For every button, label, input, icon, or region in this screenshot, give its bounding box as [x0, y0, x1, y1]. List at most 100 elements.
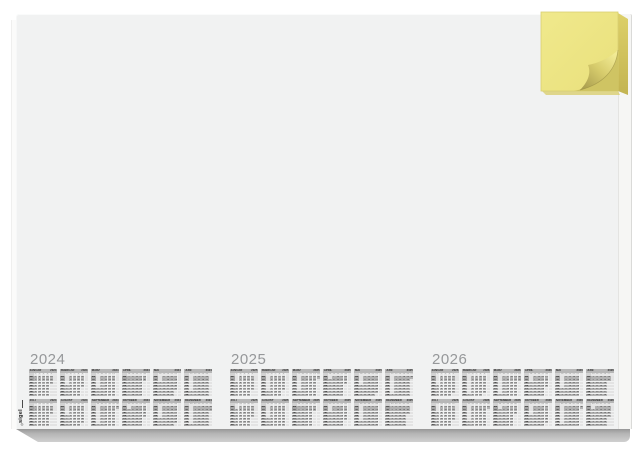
week-number-row: KW 22 23 24 25 26	[184, 372, 213, 376]
weekday-abbr: So	[91, 423, 96, 426]
day-number	[285, 390, 290, 394]
day-number: 20	[505, 423, 510, 426]
day-number: 20	[572, 417, 576, 421]
weekday-row: Mi 6 13 20 27	[153, 411, 182, 415]
day-number	[177, 414, 182, 418]
day-number: 25	[575, 411, 580, 415]
day-number: 16	[242, 384, 247, 388]
weekday-row: Mo 6 13 20 27	[323, 405, 352, 409]
day-number: 25	[281, 405, 286, 409]
kw-number	[378, 372, 383, 376]
day-number: 14	[103, 420, 108, 424]
kw-number: 40	[127, 402, 131, 406]
kw-number: 29	[443, 402, 448, 406]
kw-number: 9	[80, 372, 85, 376]
weekday-abbr: Di	[261, 378, 266, 382]
day-number	[378, 390, 383, 394]
weekday-abbr: Mi	[153, 381, 158, 385]
day-number: 23	[138, 411, 143, 415]
weekday-row: Do 3 10 17 24 31	[586, 414, 615, 418]
day-number: 6	[439, 405, 444, 409]
weekday-row: So 4 11 18 25	[60, 423, 89, 426]
weekday-row: Sa 3 10 17 24 31	[431, 390, 459, 394]
day-number: 16	[367, 423, 371, 426]
week-number-row: KW 1 2 3 4 5	[431, 372, 459, 376]
mini-month-calendar: SEPTEMBER 2024 KW 35 36 37 38 39 40 Mo 2 9 16 23 30 Di 3…	[91, 399, 120, 426]
day-number	[254, 408, 258, 412]
weekday-row: Di 5 12 19 26	[91, 378, 120, 382]
month-name: JUNI	[587, 369, 594, 373]
day-number: 19	[76, 375, 81, 379]
weekday-row: Sa 6 13 20 27	[586, 390, 615, 394]
day-number: 25	[540, 423, 545, 426]
day-number: 23	[402, 408, 406, 412]
weekday-row: Mi 6 13 20 27	[91, 381, 120, 385]
day-number: 29	[406, 393, 410, 396]
day-number: 9	[37, 408, 42, 412]
day-number: 27	[250, 375, 255, 379]
day-number: 13	[474, 387, 479, 391]
day-number: 12	[398, 384, 402, 388]
day-number: 24	[76, 420, 81, 424]
day-number: 29	[607, 408, 611, 412]
weekday-row: Do 6 13 20 27	[292, 384, 321, 388]
weekday-abbr: Mo	[184, 375, 190, 379]
day-number	[53, 390, 57, 394]
kw-label: KW	[292, 402, 297, 406]
day-number	[285, 411, 290, 415]
month-header: DEZEMBER 2026	[586, 399, 615, 403]
day-number: 8	[394, 405, 398, 409]
day-number	[579, 378, 584, 382]
day-number: 11	[301, 414, 305, 418]
kw-label: KW	[184, 402, 190, 406]
day-number: 16	[107, 405, 112, 409]
day-number: 19	[41, 387, 46, 391]
month-header: JULI 2026	[431, 399, 459, 403]
day-number: 24	[308, 411, 313, 415]
kw-number: 9	[482, 372, 487, 376]
weekday-abbr: Do	[586, 384, 592, 388]
day-number: 13	[273, 411, 278, 415]
day-number: 28	[45, 423, 50, 426]
day-number: 17	[443, 417, 448, 421]
day-number: 22	[201, 390, 205, 394]
day-number: 25	[603, 417, 607, 421]
day-number	[610, 387, 615, 391]
weekday-abbr: Sa	[29, 420, 34, 424]
month-year: 2026	[576, 399, 583, 403]
weekday-abbr: Fr	[524, 417, 529, 421]
day-number: 1	[266, 390, 270, 394]
day-number: 21	[304, 423, 309, 426]
day-number	[378, 405, 383, 409]
kw-number: 51	[599, 402, 603, 406]
weekday-row: Mo 2 9 16 23 30	[493, 375, 522, 379]
day-number: 12	[238, 420, 243, 424]
weekday-abbr: So	[292, 423, 297, 426]
weekday-row: Mo 6 13 20 27	[524, 375, 553, 379]
day-number: 9	[269, 420, 274, 424]
weekday-abbr: Mi	[385, 411, 391, 415]
kw-number: 27	[607, 372, 611, 376]
day-number: 22	[478, 393, 483, 396]
weekday-abbr: Sa	[153, 420, 158, 424]
day-number: 18	[599, 417, 603, 421]
day-number	[517, 420, 522, 424]
day-number	[486, 393, 491, 396]
day-number: 21	[170, 378, 174, 382]
weekday-abbr: Di	[184, 408, 190, 412]
day-number: 4	[502, 381, 506, 385]
day-number: 29	[205, 423, 209, 426]
weekday-abbr: Di	[153, 378, 158, 382]
day-number	[316, 387, 321, 391]
day-number: 17	[72, 420, 77, 424]
day-number: 16	[304, 393, 309, 396]
day-number: 3	[234, 414, 239, 418]
kw-number: 25	[599, 372, 603, 376]
mini-month-calendar: AUGUST 2025 KW 31 32 33 34 35 Mo 4 11 18 25 Di 5 12 19 26…	[261, 399, 290, 426]
weekday-row: Fr 7 14 21 28	[184, 387, 213, 391]
kw-label: KW	[29, 402, 34, 406]
day-number	[517, 390, 522, 394]
day-number: 28	[308, 423, 313, 426]
day-number: 26	[312, 381, 317, 385]
desk-pad-left-edge	[11, 20, 17, 429]
